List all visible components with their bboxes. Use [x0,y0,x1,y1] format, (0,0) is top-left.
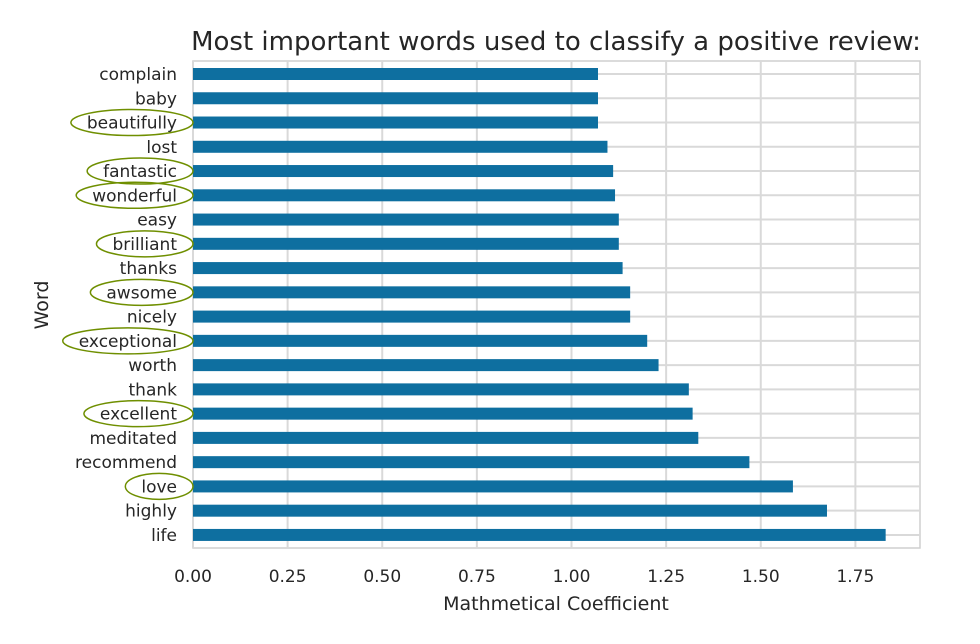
bar [193,286,631,299]
bar [193,262,623,275]
y-tick-label: life [151,526,177,546]
x-tick-label: 1.75 [836,567,874,587]
y-tick-label: worth [128,356,177,376]
y-tick-label: easy [137,211,177,231]
bar [193,92,598,105]
bar [193,456,750,469]
plot-area [192,60,921,549]
y-tick-label: complain [99,65,177,85]
y-tick-label: highly [125,502,177,522]
y-tick-label: exceptional [79,332,177,352]
bar [193,68,598,80]
bar [193,480,793,493]
x-tick-label: 1.50 [742,567,780,587]
bar [193,359,659,372]
y-axis-label: Word [31,281,53,330]
y-tick-label: excellent [100,405,177,425]
y-tick-label: thanks [120,259,177,279]
bar [193,213,619,226]
bars [193,68,886,541]
y-tick-label: beautifully [87,114,177,134]
bar [193,165,614,178]
bar [193,504,827,517]
bar [193,310,631,323]
bar [193,383,689,396]
x-tick-label: 0.00 [174,567,212,587]
highlight-ellipse [95,230,194,258]
x-tick-label: 0.25 [269,567,307,587]
y-tick-labels: complain baby beautifully lost fantastic wond… [75,65,177,546]
y-tick-label: wonderful [92,186,177,206]
y-tick-label: lost [146,138,177,158]
chart-title: Most important words used to classify a … [191,27,921,57]
highlight-ellipse [86,157,194,185]
bar [193,189,616,202]
y-tick-label: baby [135,89,177,109]
highlight-ellipse [124,472,194,501]
highlight-ellipse [75,181,194,210]
y-tick-label: meditated [89,429,177,449]
bar [193,407,693,420]
bar [193,140,608,153]
highlight-ellipse [62,327,194,355]
x-tick-labels: 0.00 0.25 0.50 0.75 1.00 1.25 1.50 1.75 [174,567,874,587]
y-tick-label: love [141,477,177,497]
highlight-ellipse [70,108,194,137]
bar [193,334,648,347]
x-tick-label: 1.25 [647,567,685,587]
bar [193,237,619,250]
y-tick-label: fantastic [103,162,177,182]
bar [193,528,886,541]
x-tick-label: 0.75 [458,567,496,587]
highlight-ellipse [83,399,194,428]
highlight-ellipse [89,278,194,307]
x-tick-label: 1.00 [553,567,591,587]
x-tick-label: 0.50 [363,567,401,587]
y-tick-label: recommend [75,453,177,473]
highlight-ellipses [62,108,194,501]
y-tick-label: brilliant [112,235,177,255]
x-axis-label: Mathmetical Coefficient [443,593,669,615]
y-tick-label: thank [129,380,178,400]
y-tick-label: nicely [127,308,177,328]
bar [193,116,598,129]
y-tick-label: awsome [106,283,177,303]
bar [193,431,699,444]
